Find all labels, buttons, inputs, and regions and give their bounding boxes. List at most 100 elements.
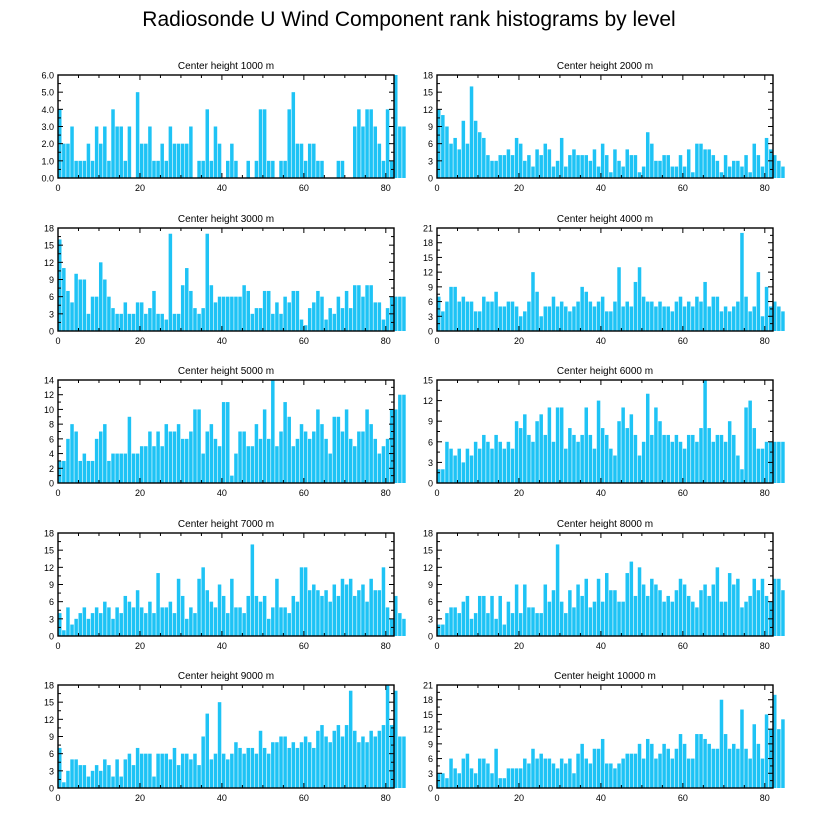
bar-rank-12	[486, 155, 490, 178]
x-tick-label: 0	[434, 488, 439, 498]
bar-rank-15	[119, 613, 123, 636]
panel-title: Center height 6000 m	[557, 366, 653, 377]
bar-rank-28	[551, 763, 556, 788]
bar-rank-25	[160, 446, 164, 483]
bar-rank-69	[340, 431, 345, 483]
bar-rank-71	[348, 308, 353, 331]
bar-rank-26	[543, 306, 548, 331]
bar-rank-84	[402, 296, 406, 331]
x-tick-label: 80	[381, 488, 391, 498]
bar-rank-8	[90, 770, 95, 788]
bar-rank-36	[205, 590, 210, 636]
bar-rank-33	[572, 773, 576, 788]
bar-rank-56	[666, 748, 670, 788]
bar-rank-75	[365, 601, 369, 636]
x-tick-label: 20	[514, 336, 524, 346]
bar-rank-9	[473, 120, 478, 178]
x-tick-label: 20	[514, 793, 524, 803]
bar-rank-80	[385, 109, 390, 178]
bar-rank-59	[299, 424, 304, 483]
bar-rank-61	[307, 143, 312, 178]
bar-rank-13	[111, 109, 115, 178]
bar-rank-81	[768, 149, 773, 178]
bar-rank-26	[164, 753, 169, 788]
bar-rank-56	[287, 416, 291, 483]
bar-rank-46	[625, 573, 629, 636]
bar-rank-4	[74, 160, 78, 178]
bar-rank-11	[482, 137, 486, 178]
bar-rank-0	[437, 296, 441, 331]
bar-rank-42	[230, 753, 234, 788]
bar-rank-26	[543, 143, 548, 178]
bar-rank-65	[703, 584, 707, 636]
bar-rank-67	[332, 416, 337, 483]
bar-rank-30	[180, 143, 185, 178]
bar-rank-4	[74, 273, 78, 331]
bar-rank-77	[373, 590, 378, 636]
bar-rank-54	[279, 160, 283, 178]
bar-rank-20	[139, 607, 144, 636]
bar-rank-37	[209, 285, 214, 331]
bar-rank-71	[348, 690, 353, 788]
x-tick-label: 60	[678, 641, 688, 651]
bar-rank-70	[723, 155, 728, 178]
bar-rank-21	[144, 753, 148, 788]
bar-rank-51	[645, 595, 650, 636]
bar-rank-41	[226, 613, 230, 636]
bar-rank-50	[641, 584, 646, 636]
bar-rank-29	[555, 768, 560, 788]
bar-rank-37	[209, 424, 214, 483]
bar-rank-17	[127, 601, 132, 636]
bar-rank-45	[621, 758, 625, 788]
bar-rank-65	[703, 149, 707, 178]
bar-rank-84	[402, 126, 406, 178]
bar-rank-37	[209, 601, 214, 636]
bar-rank-74	[361, 431, 365, 483]
bar-rank-36	[584, 758, 589, 788]
bar-rank-49	[637, 267, 642, 331]
y-tick-label: 9	[428, 417, 433, 427]
bar-rank-49	[637, 743, 642, 788]
bar-rank-57	[291, 446, 296, 483]
x-tick-label: 60	[678, 793, 688, 803]
bar-rank-42	[609, 590, 613, 636]
bar-rank-27	[168, 126, 173, 178]
bar-rank-78	[377, 730, 382, 788]
bar-rank-17	[127, 313, 132, 331]
bar-rank-60	[682, 448, 687, 483]
bar-rank-25	[160, 607, 164, 636]
bar-rank-54	[279, 313, 283, 331]
bar-rank-21	[144, 143, 148, 178]
bar-rank-38	[592, 601, 597, 636]
bar-rank-35	[201, 160, 205, 178]
bar-rank-22	[527, 763, 531, 788]
bar-rank-64	[320, 296, 324, 331]
bar-rank-62	[312, 431, 316, 483]
bar-rank-65	[324, 590, 328, 636]
x-tick-label: 20	[514, 183, 524, 193]
bar-rank-66	[328, 308, 332, 331]
x-tick-label: 60	[678, 183, 688, 193]
bar-rank-64	[699, 301, 703, 331]
bar-rank-43	[234, 160, 238, 178]
bar-rank-24	[156, 160, 160, 178]
bar-rank-37	[209, 160, 214, 178]
bar-rank-83	[398, 613, 402, 636]
bar-rank-45	[621, 306, 625, 331]
bar-rank-54	[658, 590, 662, 636]
bar-rank-58	[295, 438, 300, 483]
bar-rank-60	[682, 743, 687, 788]
bar-rank-66	[328, 601, 332, 636]
bar-rank-51	[266, 160, 271, 178]
bar-rank-5	[457, 773, 461, 788]
bar-rank-24	[535, 149, 539, 178]
bar-rank-23	[152, 160, 156, 178]
bar-rank-43	[613, 768, 617, 788]
bar-rank-54	[658, 753, 662, 788]
bar-rank-2	[445, 126, 449, 178]
bar-rank-21	[144, 446, 148, 483]
bar-rank-78	[756, 155, 761, 178]
bar-rank-34	[197, 765, 201, 788]
bar-rank-68	[336, 296, 341, 331]
